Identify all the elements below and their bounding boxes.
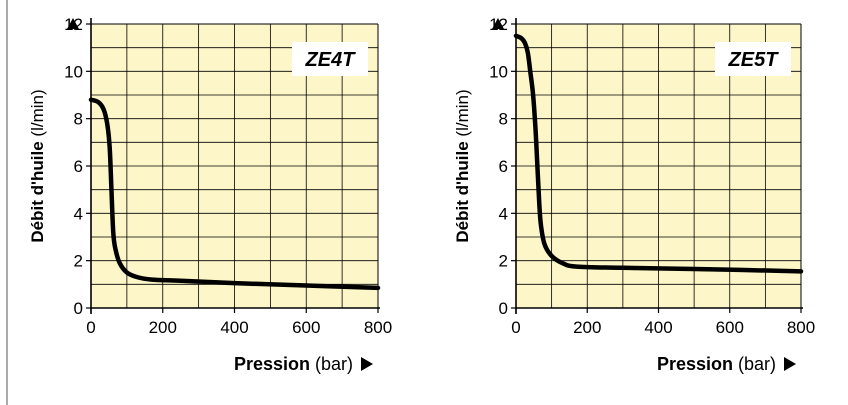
y-tick-label: 4 xyxy=(499,204,508,223)
y-axis-arrow-icon xyxy=(492,18,504,29)
series-line xyxy=(88,97,381,291)
y-tick-label: 12 xyxy=(64,15,83,34)
model-label-box xyxy=(715,42,791,76)
y-tick-label: 8 xyxy=(74,110,83,129)
y-axis-arrow-icon xyxy=(67,18,79,29)
y-tick-label: 10 xyxy=(64,62,83,81)
y-tick-label: 2 xyxy=(499,252,508,271)
x-tick-label: 0 xyxy=(511,318,520,337)
series-line xyxy=(513,33,804,274)
y-tick-label: 6 xyxy=(499,157,508,176)
chart-ze4t: 0 2 4 6 8 10 12 0 200 400 600 800 Débit d'huile (l/m… xyxy=(28,15,392,374)
x-tick-label: 800 xyxy=(364,318,392,337)
y-tick-label: 10 xyxy=(489,62,508,81)
y-tick-label: 0 xyxy=(499,299,508,318)
x-tick-label: 0 xyxy=(86,318,95,337)
y-tick-label: 0 xyxy=(74,299,83,318)
x-tick-label: 400 xyxy=(220,318,248,337)
x-axis-label: Pression (bar) xyxy=(234,354,353,374)
chart-title: ZE4T xyxy=(305,49,357,71)
x-tick-label: 600 xyxy=(292,318,320,337)
x-tick-label: 600 xyxy=(716,318,744,337)
x-axis-arrow-icon xyxy=(784,357,796,371)
y-tick-label: 8 xyxy=(499,110,508,129)
model-label-box xyxy=(292,42,368,76)
x-tick-label: 800 xyxy=(787,318,815,337)
y-axis-label: Débit d'huile (l/min) xyxy=(453,89,472,242)
y-tick-label: 12 xyxy=(489,15,508,34)
chart-ze5t: 0 2 4 6 8 10 12 0 200 400 600 800 Débit d'huile (l/m… xyxy=(453,15,815,374)
chart-title: ZE5T xyxy=(728,49,780,71)
x-tick-label: 200 xyxy=(149,318,177,337)
y-tick-label: 2 xyxy=(74,252,83,271)
y-axis-label: Débit d'huile (l/min) xyxy=(28,89,47,242)
x-tick-label: 400 xyxy=(644,318,672,337)
x-axis-arrow-icon xyxy=(361,357,373,371)
x-tick-label: 200 xyxy=(573,318,601,337)
y-tick-label: 6 xyxy=(74,157,83,176)
x-axis-label: Pression (bar) xyxy=(657,354,776,374)
y-tick-label: 4 xyxy=(74,204,83,223)
